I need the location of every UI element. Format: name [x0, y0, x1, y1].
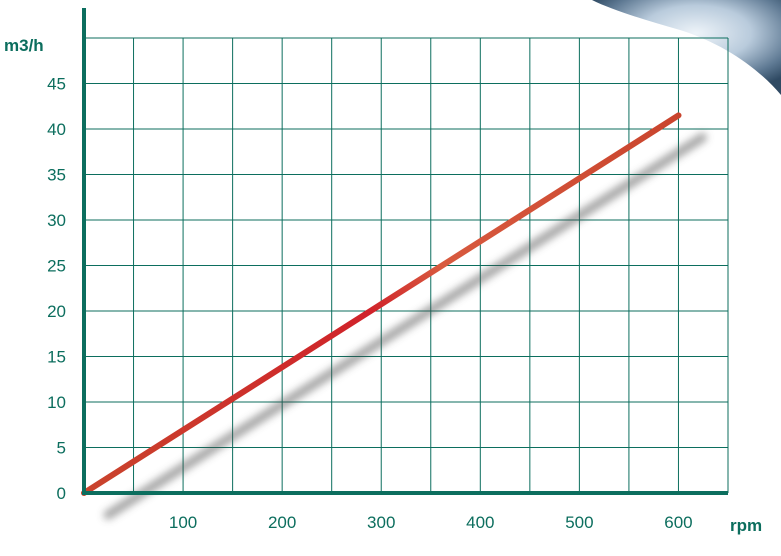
x-axis-title: rpm: [730, 516, 762, 535]
y-axis-title: m3/h: [4, 36, 44, 55]
y-tick-label: 15: [47, 348, 66, 367]
axes: [82, 8, 728, 495]
y-tick-label: 30: [47, 211, 66, 230]
x-tick-label: 500: [565, 513, 593, 532]
series-layer: [81, 112, 682, 496]
decorative-blob: [592, 0, 781, 95]
y-tick-label: 5: [57, 439, 66, 458]
series-line: [81, 112, 682, 496]
y-tick-label: 40: [47, 120, 66, 139]
x-tick-label: 100: [169, 513, 197, 532]
x-tick-label: 400: [466, 513, 494, 532]
y-tick-label: 20: [47, 302, 66, 321]
tick-labels: 100 200 300 400 500 600 0 5 10 15 20 25 30 35 40 45: [47, 75, 693, 533]
x-tick-label: 200: [268, 513, 296, 532]
series-shadow: [103, 132, 707, 520]
y-tick-label: 0: [57, 484, 66, 503]
grid: [84, 37, 729, 493]
y-tick-label: 35: [47, 166, 66, 185]
y-tick-label: 45: [47, 75, 66, 94]
y-tick-label: 10: [47, 393, 66, 412]
x-tick-label: 600: [664, 513, 692, 532]
line-shadow: [103, 132, 707, 520]
y-tick-label: 25: [47, 257, 66, 276]
x-tick-label: 300: [367, 513, 395, 532]
